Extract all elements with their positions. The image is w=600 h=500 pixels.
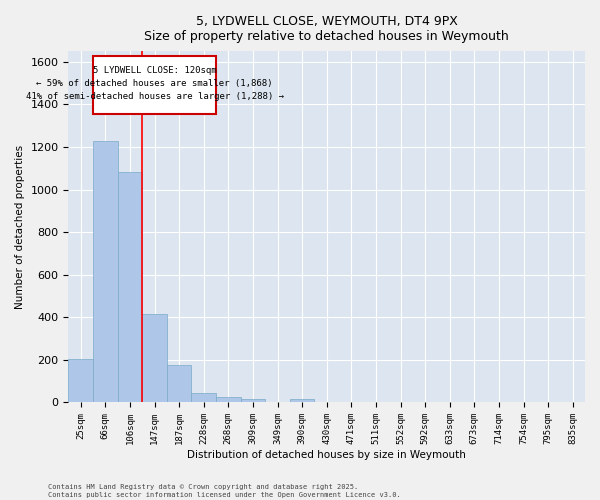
FancyBboxPatch shape xyxy=(93,56,216,114)
Text: ← 59% of detached houses are smaller (1,868): ← 59% of detached houses are smaller (1,… xyxy=(36,79,273,88)
X-axis label: Distribution of detached houses by size in Weymouth: Distribution of detached houses by size … xyxy=(187,450,466,460)
Bar xyxy=(167,365,191,403)
Text: Contains HM Land Registry data © Crown copyright and database right 2025.
Contai: Contains HM Land Registry data © Crown c… xyxy=(48,484,401,498)
Bar xyxy=(68,359,93,403)
Bar xyxy=(216,397,241,402)
Bar xyxy=(93,140,118,402)
Bar xyxy=(142,314,167,402)
Text: 5 LYDWELL CLOSE: 120sqm: 5 LYDWELL CLOSE: 120sqm xyxy=(92,66,217,75)
Title: 5, LYDWELL CLOSE, WEYMOUTH, DT4 9PX
Size of property relative to detached houses: 5, LYDWELL CLOSE, WEYMOUTH, DT4 9PX Size… xyxy=(145,15,509,43)
Y-axis label: Number of detached properties: Number of detached properties xyxy=(15,144,25,309)
Bar xyxy=(118,172,142,402)
Bar xyxy=(241,400,265,402)
Bar xyxy=(290,400,314,402)
Text: 41% of semi-detached houses are larger (1,288) →: 41% of semi-detached houses are larger (… xyxy=(26,92,284,100)
Bar xyxy=(191,393,216,402)
